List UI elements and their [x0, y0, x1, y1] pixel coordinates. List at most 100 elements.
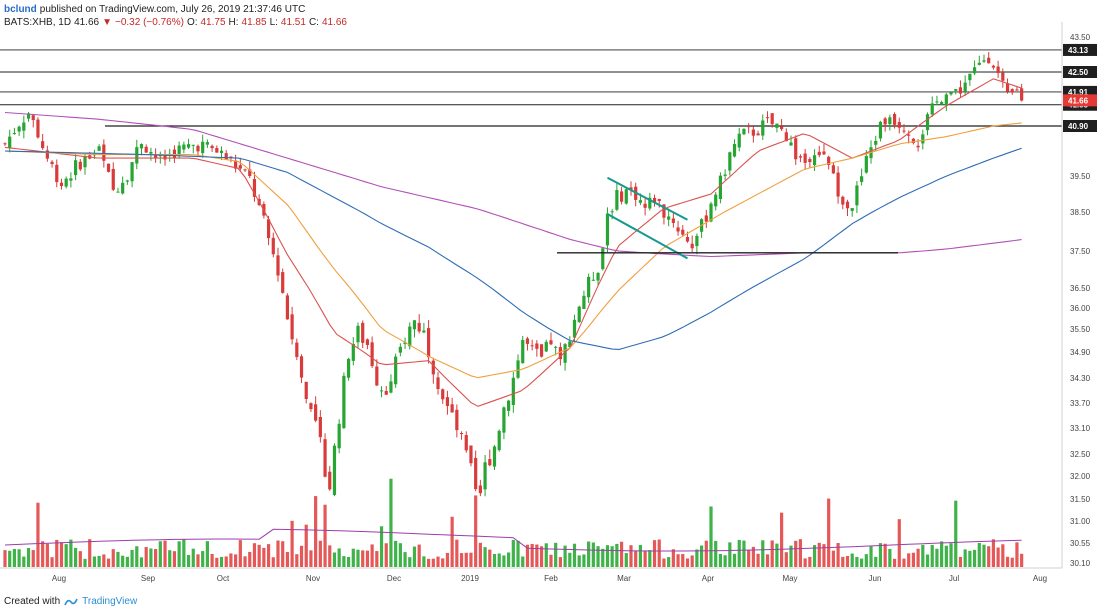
time-axis[interactable]: Aug Sep Oct Nov Dec 2019 Feb Mar Apr May Jun Jul Aug [52, 574, 1047, 583]
volume-bar [370, 544, 374, 567]
level-tag-label: 41.91 [1068, 88, 1089, 97]
candle-body [798, 156, 803, 158]
candle-body [309, 403, 313, 410]
volume-bar [1020, 553, 1024, 567]
volume-bar [850, 553, 854, 567]
candle-body [667, 216, 671, 220]
volume-bar [817, 542, 821, 567]
volume-bar [285, 551, 290, 567]
candle-body [469, 445, 473, 464]
volume-bar [944, 545, 948, 567]
volume-bar [201, 551, 205, 567]
volume-bar [742, 540, 746, 567]
volume-bar [935, 548, 939, 567]
candle-body [732, 144, 737, 157]
price-tick-label: 34.30 [1070, 374, 1091, 383]
volume-bar [224, 556, 228, 567]
symbol-label[interactable]: BATS:XHB, 1D [4, 17, 72, 28]
candle-body [671, 218, 675, 223]
volume-bar [972, 549, 977, 567]
tradingview-brand[interactable]: TradingView [82, 596, 138, 607]
volume-bar [930, 544, 934, 567]
level-tag [1063, 43, 1097, 56]
volume-bar [163, 540, 167, 567]
candle-body [266, 219, 271, 239]
volume-bar [384, 543, 388, 567]
level-tag [1063, 66, 1097, 78]
candle-body [812, 155, 817, 166]
volume-bar [544, 543, 548, 567]
candle-body [346, 358, 351, 378]
candle-body [944, 94, 948, 106]
volume-bar [747, 549, 751, 567]
candle-body [361, 322, 365, 343]
volume-bar [718, 554, 723, 567]
candle-body [285, 295, 290, 320]
candle-body [911, 138, 915, 144]
volume-bar [17, 549, 21, 567]
level-tag [1063, 120, 1097, 132]
candle-body [154, 155, 158, 158]
volume-bar [50, 557, 54, 567]
volume-bar [83, 558, 87, 567]
volume-bar [31, 550, 35, 567]
candle-body [638, 200, 643, 203]
candle-body [12, 133, 17, 135]
candle-body [186, 144, 191, 148]
volume-bar [59, 542, 64, 567]
volume-bar [412, 546, 417, 567]
candle-body [445, 397, 450, 406]
volume-bar [709, 506, 713, 567]
volume-bar [88, 539, 92, 567]
volume-bar [539, 546, 544, 567]
volume-bar [525, 544, 530, 567]
volume-bar [469, 552, 473, 567]
candle-body [916, 145, 920, 148]
time-tick-label: Jul [949, 574, 959, 583]
volume-bar [836, 542, 840, 567]
volume-bar [958, 556, 963, 567]
candle-body [1001, 72, 1005, 81]
candle-body [530, 345, 534, 347]
candle-body [323, 439, 327, 477]
candle-body [930, 103, 934, 115]
candle-body [83, 156, 87, 168]
volume-bar [803, 558, 807, 567]
candle-body [281, 272, 285, 293]
author-link[interactable]: bclund [4, 4, 37, 15]
volume-bar [474, 495, 478, 567]
volume-bar [125, 556, 129, 567]
volume-bar [667, 557, 671, 567]
candle-body [685, 237, 690, 242]
price-tick-label: 38.50 [1070, 208, 1091, 217]
candle-body [775, 123, 779, 128]
volume-bar [318, 540, 322, 567]
volume-bar [389, 478, 393, 567]
volume-bar [982, 544, 986, 567]
price-axis[interactable]: 43.50 42.50 40.90 39.50 38.50 37.50 36.50 36.00… [1070, 33, 1091, 568]
volume-bar [827, 498, 831, 567]
candle-body [747, 125, 751, 128]
candle-body [940, 102, 944, 105]
volume-bar [940, 541, 944, 567]
volume-bar [314, 496, 318, 567]
volume-bar [26, 547, 31, 567]
candles [3, 52, 1024, 497]
time-tick-label: May [782, 574, 797, 583]
candle-body [1020, 88, 1024, 101]
candle-body [972, 67, 977, 74]
volume-bar [808, 556, 812, 567]
candle-body [31, 115, 35, 121]
candle-body [370, 342, 374, 367]
volume-bar [610, 546, 614, 567]
volume-bar [902, 558, 906, 567]
last-price: 41.66 [74, 17, 100, 28]
volume-bar [464, 552, 468, 567]
volume-bar [55, 539, 59, 567]
candle-body [59, 182, 64, 187]
candle-body [878, 121, 883, 139]
volume-bar [135, 546, 139, 567]
volume-bar [41, 541, 45, 567]
volume-bar [191, 548, 195, 567]
